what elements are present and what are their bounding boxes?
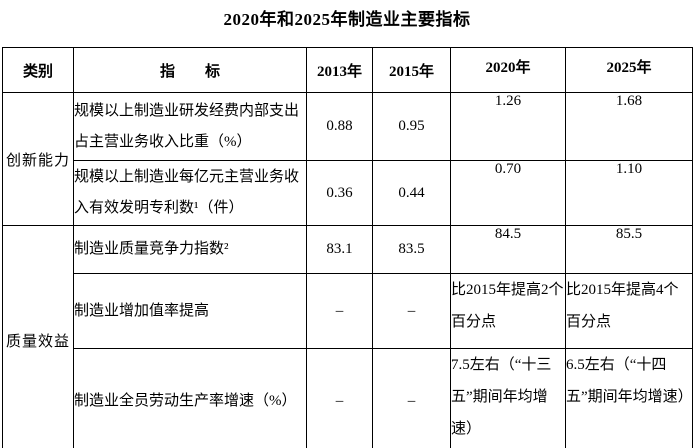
value-cell-2015: 0.95 xyxy=(372,92,451,161)
table-row: 质量效益 制造业质量竞争力指数² 83.1 83.5 84.5 85.5 xyxy=(2,225,693,448)
value-cell-2015: 0.44 xyxy=(372,160,451,226)
indicator-cell: 制造业增加值率提高 xyxy=(73,273,307,349)
indicator-cell: 规模以上制造业研发经费内部支出占主营业务收入比重（%） xyxy=(73,92,307,161)
value-cell-2020: 0.70 xyxy=(450,160,566,226)
table-row: 制造业全员劳动生产率增速（%） – – 7.5左右（“十三五”期间年均增速） 6… xyxy=(3,348,693,448)
header-cell-2025: 2025年 xyxy=(565,47,693,93)
table-row: 制造业增加值率提高 – – 比2015年提高2个百分点 比2015年提高4个百分… xyxy=(3,273,693,349)
value-cell-2015: – xyxy=(372,273,451,349)
value-cell-2025: 85.5 xyxy=(565,225,693,274)
value-cell-2015: – xyxy=(372,348,451,448)
header-row: 类别 指 标 2013年 2015年 2020年 2025年 xyxy=(2,47,693,93)
table-row: 创新能力 规模以上制造业研发经费内部支出占主营业务收入比重（%） 0.88 0.… xyxy=(2,92,693,226)
value-cell-2025: 1.10 xyxy=(565,160,693,226)
category-cell-innovation: 创新能力 xyxy=(2,92,74,226)
header-cell-category: 类别 xyxy=(2,47,74,93)
value-cell-2015: 83.5 xyxy=(372,225,451,274)
value-cell-2020: 7.5左右（“十三五”期间年均增速） xyxy=(450,348,566,448)
header-cell-2015: 2015年 xyxy=(372,47,451,93)
value-cell-2025: 比2015年提高4个百分点 xyxy=(565,273,693,349)
table-title: 2020年和2025年制造业主要指标 xyxy=(223,10,471,29)
indicators-table: 类别 指 标 2013年 2015年 2020年 2025年 创新能力 规模以上… xyxy=(2,47,693,448)
header-cell-2020: 2020年 xyxy=(450,47,566,93)
value-cell-2020: 1.26 xyxy=(450,92,566,161)
value-cell-2020: 比2015年提高2个百分点 xyxy=(450,273,566,349)
value-cell-2020: 84.5 xyxy=(450,225,566,274)
value-cell-2013: 0.88 xyxy=(306,92,373,161)
value-cell-2013: – xyxy=(306,273,373,349)
value-cell-2013: 0.36 xyxy=(306,160,373,226)
value-cell-2025: 6.5左右（“十四五”期间年均增速） xyxy=(565,348,693,448)
value-cell-2013: 83.1 xyxy=(306,225,373,274)
table-row: 规模以上制造业每亿元主营业务收入有效发明专利数¹（件） 0.36 0.44 0.… xyxy=(3,160,693,226)
indicator-cell: 制造业质量竞争力指数² xyxy=(73,225,307,274)
header-cell-indicator: 指 标 xyxy=(73,47,307,93)
indicator-cell: 规模以上制造业每亿元主营业务收入有效发明专利数¹（件） xyxy=(73,160,307,226)
category-cell-quality: 质量效益 xyxy=(2,225,74,448)
value-cell-2025: 1.68 xyxy=(565,92,693,161)
header-cell-2013: 2013年 xyxy=(306,47,373,93)
value-cell-2013: – xyxy=(306,348,373,448)
indicator-cell: 制造业全员劳动生产率增速（%） xyxy=(73,348,307,448)
